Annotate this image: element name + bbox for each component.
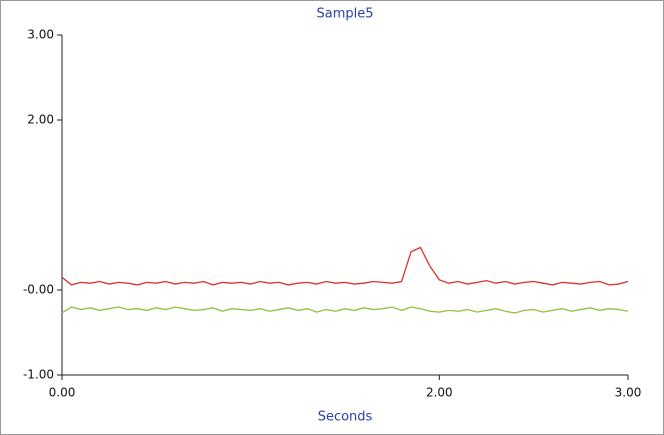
y-tick-label: -0.00 [23,283,54,297]
x-axis-label: Seconds [318,410,373,425]
chart-title: Sample5 [316,7,373,22]
series-line [61,246,629,286]
x-tick-label: 2.00 [426,386,453,400]
x-tick-label: 0.00 [49,386,76,400]
series-line [61,306,629,314]
y-tick-label: -1.00 [23,368,54,382]
y-tick-label: 3.00 [27,28,54,42]
y-tick-label: 2.00 [27,113,54,127]
x-tick-label: 3.00 [615,386,642,400]
